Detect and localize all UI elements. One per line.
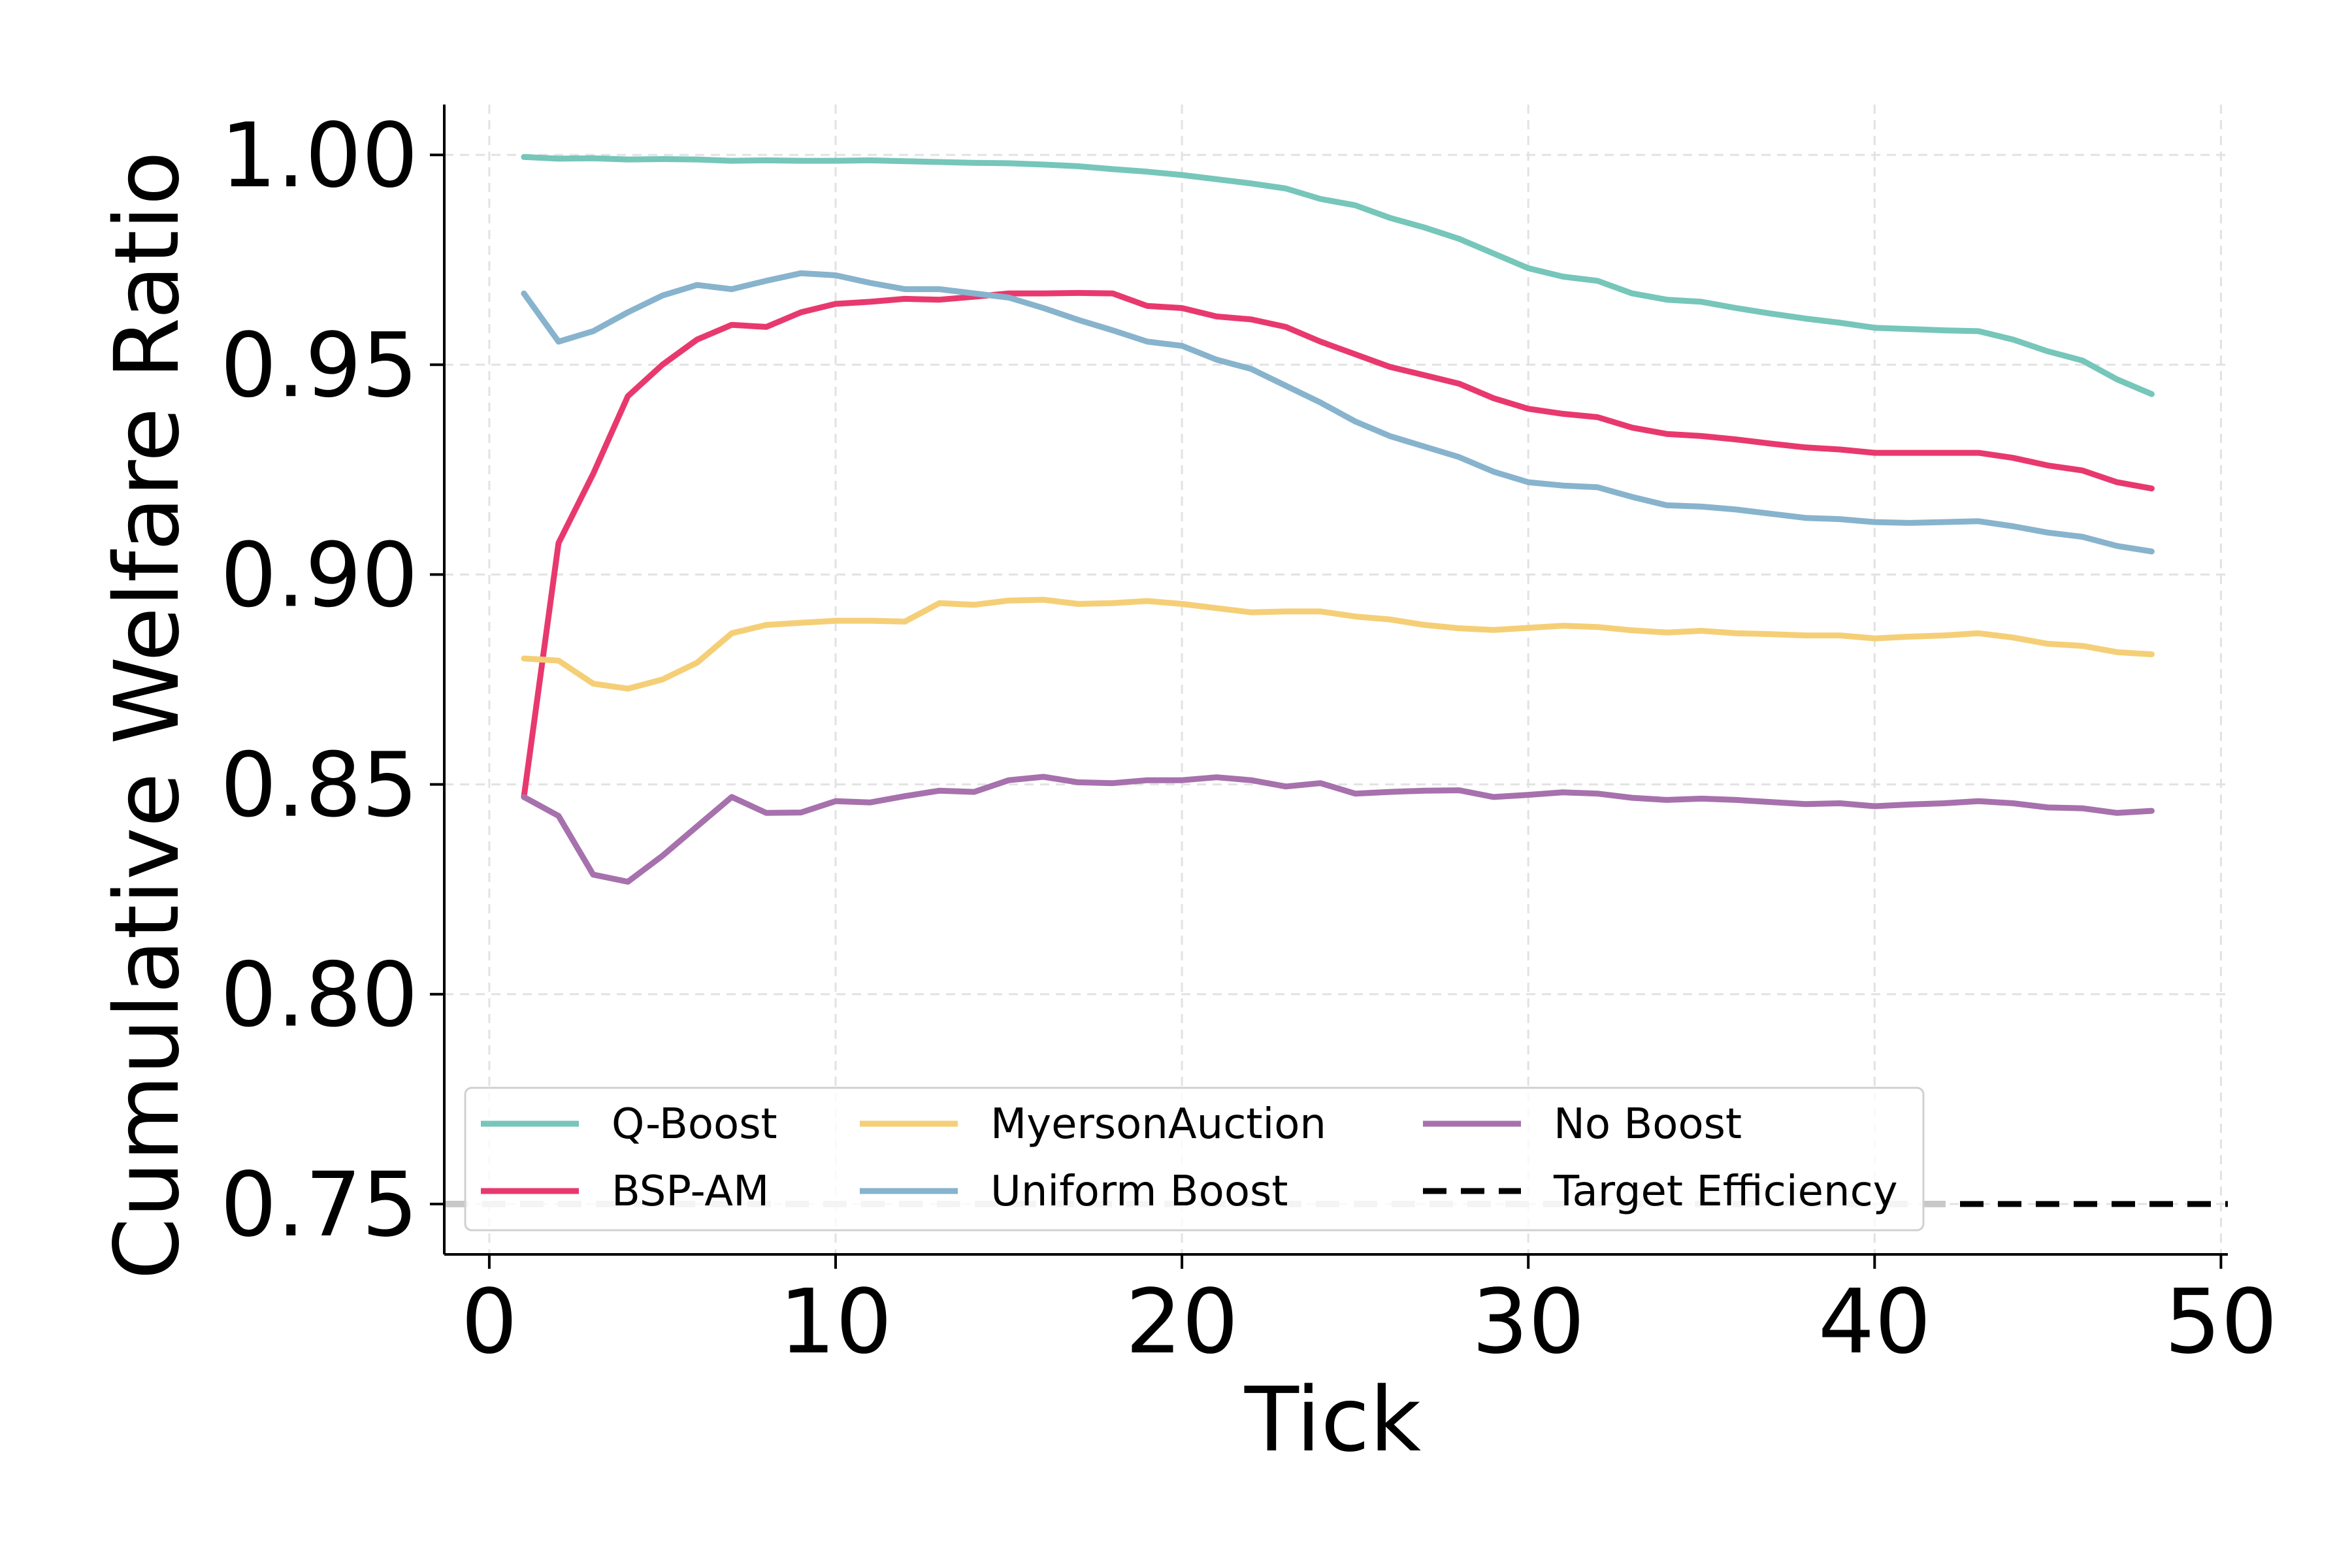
series-line-no-boost <box>521 774 2155 885</box>
x-tick-label: 50 <box>2164 1271 2278 1374</box>
legend-label: BSP-AM <box>612 1168 769 1216</box>
y-tick-label: 1.00 <box>220 105 418 208</box>
legend-label: Target Efficiency <box>1553 1168 1898 1216</box>
x-tick-label: 40 <box>1818 1271 1931 1374</box>
series-line-myersonauction <box>521 596 2155 692</box>
grid <box>444 105 2228 1254</box>
y-tick-label: 0.90 <box>220 524 418 627</box>
series-line-uniform-boost <box>521 270 2155 555</box>
axes <box>443 105 2228 1256</box>
y-axis-label: Cumulative Welfare Ratio <box>96 151 199 1280</box>
x-tick-label: 0 <box>461 1271 518 1374</box>
x-tick-label: 30 <box>1472 1271 1585 1374</box>
legend-label: No Boost <box>1554 1100 1742 1149</box>
x-axis-label: Tick <box>1244 1369 1421 1472</box>
y-tick-label: 0.75 <box>220 1154 418 1257</box>
legend-label: Uniform Boost <box>990 1168 1288 1216</box>
legend-label: Q-Boost <box>612 1100 777 1149</box>
ticks: 0 10 20 30 40 50 0.75 0.80 0.85 0.90 0.95 1.00 <box>220 105 2278 1374</box>
series-line-q-boost <box>521 154 2155 397</box>
legend: Q-Boost BSP-AM MyersonAuction Uniform Boost… <box>464 1086 1925 1232</box>
series-line-bsp-am <box>521 289 2155 800</box>
legend-box <box>464 1086 1925 1232</box>
x-tick-label: 10 <box>779 1271 892 1374</box>
y-tick-label: 0.85 <box>220 734 418 838</box>
legend-label: MyersonAuction <box>990 1100 1326 1149</box>
y-tick-label: 0.95 <box>220 314 418 417</box>
x-tick-label: 20 <box>1126 1271 1239 1374</box>
y-tick-label: 0.80 <box>220 944 418 1047</box>
